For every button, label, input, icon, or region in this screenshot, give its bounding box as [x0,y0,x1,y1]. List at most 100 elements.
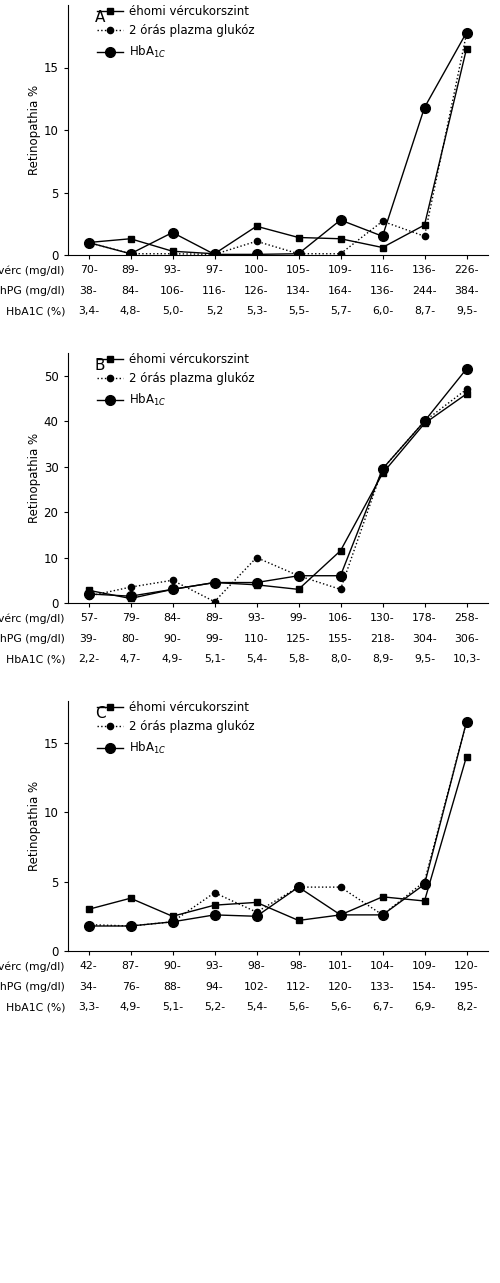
Text: 136-: 136- [370,286,395,296]
Text: 3,3-: 3,3- [78,1002,99,1012]
Text: 384-: 384- [454,286,478,296]
Text: 76-: 76- [122,981,140,992]
Text: 4,8-: 4,8- [120,307,141,317]
Text: 116-: 116- [202,286,227,296]
Text: 5,6-: 5,6- [330,1002,351,1012]
Text: 4,9-: 4,9- [162,654,183,665]
Text: 80-: 80- [122,634,140,644]
Text: 178-: 178- [412,613,437,624]
Text: 98-: 98- [290,961,308,971]
Text: 125-: 125- [286,634,311,644]
Text: 89-: 89- [122,266,140,276]
Text: 97-: 97- [206,266,224,276]
Text: 133-: 133- [370,981,395,992]
Text: 89-: 89- [206,613,224,624]
Text: 4,9-: 4,9- [120,1002,141,1012]
Text: 79-: 79- [122,613,140,624]
Text: 42-: 42- [80,961,98,971]
Text: 134-: 134- [286,286,311,296]
Text: A: A [95,10,105,24]
Text: 8,9-: 8,9- [372,654,393,665]
Text: 99-: 99- [290,613,308,624]
Text: 93-: 93- [206,961,224,971]
Text: 4,7-: 4,7- [120,654,141,665]
Text: 5,0-: 5,0- [162,307,183,317]
Text: 5,6-: 5,6- [288,1002,309,1012]
Text: 226-: 226- [454,266,478,276]
Text: 2hPG (mg/dl): 2hPG (mg/dl) [0,981,65,992]
Text: 258-: 258- [454,613,478,624]
Text: 244-: 244- [412,286,437,296]
Legend: éhomi vércukorszint, 2 órás plazma glukóz, HbA$_{1C}$: éhomi vércukorszint, 2 órás plazma glukó… [97,5,254,60]
Y-axis label: Retinopathia %: Retinopathia % [28,85,41,174]
Text: 136-: 136- [412,266,437,276]
Text: 5,2: 5,2 [206,307,223,317]
Text: 306-: 306- [454,634,479,644]
Text: 104-: 104- [370,961,395,971]
Text: 106-: 106- [328,613,353,624]
Text: 5,7-: 5,7- [330,307,351,317]
Legend: éhomi vércukorszint, 2 órás plazma glukóz, HbA$_{1C}$: éhomi vércukorszint, 2 órás plazma glukó… [97,701,254,756]
Text: 6,0-: 6,0- [372,307,393,317]
Text: 100-: 100- [244,266,269,276]
Y-axis label: Retinopathia %: Retinopathia % [28,432,41,523]
Text: 10,3-: 10,3- [452,654,480,665]
Text: 106-: 106- [160,286,185,296]
Text: 6,9-: 6,9- [414,1002,435,1012]
Text: 5,4-: 5,4- [246,654,267,665]
Text: 8,2-: 8,2- [456,1002,477,1012]
Text: 154-: 154- [412,981,437,992]
Text: vérc (mg/dl): vérc (mg/dl) [0,613,65,624]
Text: 38-: 38- [80,286,98,296]
Text: 120-: 120- [328,981,353,992]
Text: vérc (mg/dl): vérc (mg/dl) [0,961,65,971]
Text: 2,2-: 2,2- [78,654,99,665]
Y-axis label: Retinopathia %: Retinopathia % [28,781,41,871]
Text: 98-: 98- [248,961,266,971]
Text: HbA1C (%): HbA1C (%) [6,1002,65,1012]
Text: 87-: 87- [122,961,140,971]
Text: 88-: 88- [164,981,182,992]
Text: HbA1C (%): HbA1C (%) [6,307,65,317]
Text: 8,7-: 8,7- [414,307,435,317]
Text: 3,4-: 3,4- [78,307,99,317]
Text: 94-: 94- [206,981,224,992]
Text: vérc (mg/dl): vérc (mg/dl) [0,266,65,276]
Text: 93-: 93- [248,613,266,624]
Text: 93-: 93- [164,266,182,276]
Text: C: C [95,706,106,721]
Legend: éhomi vércukorszint, 2 órás plazma glukóz, HbA$_{1C}$: éhomi vércukorszint, 2 órás plazma glukó… [97,353,254,408]
Text: 57-: 57- [80,613,98,624]
Text: 120-: 120- [454,961,479,971]
Text: 99-: 99- [206,634,224,644]
Text: 126-: 126- [244,286,269,296]
Text: 5,2-: 5,2- [204,1002,225,1012]
Text: 9,5-: 9,5- [414,654,435,665]
Text: 5,3-: 5,3- [246,307,267,317]
Text: 39-: 39- [80,634,98,644]
Text: 5,4-: 5,4- [246,1002,267,1012]
Text: 110-: 110- [244,634,269,644]
Text: 84-: 84- [164,613,182,624]
Text: 90-: 90- [164,634,182,644]
Text: 84-: 84- [122,286,140,296]
Text: 155-: 155- [328,634,353,644]
Text: 9,5-: 9,5- [456,307,477,317]
Text: 5,1-: 5,1- [204,654,225,665]
Text: HbA1C (%): HbA1C (%) [6,654,65,665]
Text: 130-: 130- [370,613,395,624]
Text: 116-: 116- [370,266,395,276]
Text: 5,8-: 5,8- [288,654,309,665]
Text: B: B [95,358,106,373]
Text: 112-: 112- [286,981,311,992]
Text: 164-: 164- [328,286,353,296]
Text: 101-: 101- [328,961,353,971]
Text: 218-: 218- [370,634,395,644]
Text: 8,0-: 8,0- [330,654,351,665]
Text: 90-: 90- [164,961,182,971]
Text: 109-: 109- [328,266,353,276]
Text: 109-: 109- [412,961,437,971]
Text: 34-: 34- [80,981,98,992]
Text: 304-: 304- [412,634,437,644]
Text: 6,7-: 6,7- [372,1002,393,1012]
